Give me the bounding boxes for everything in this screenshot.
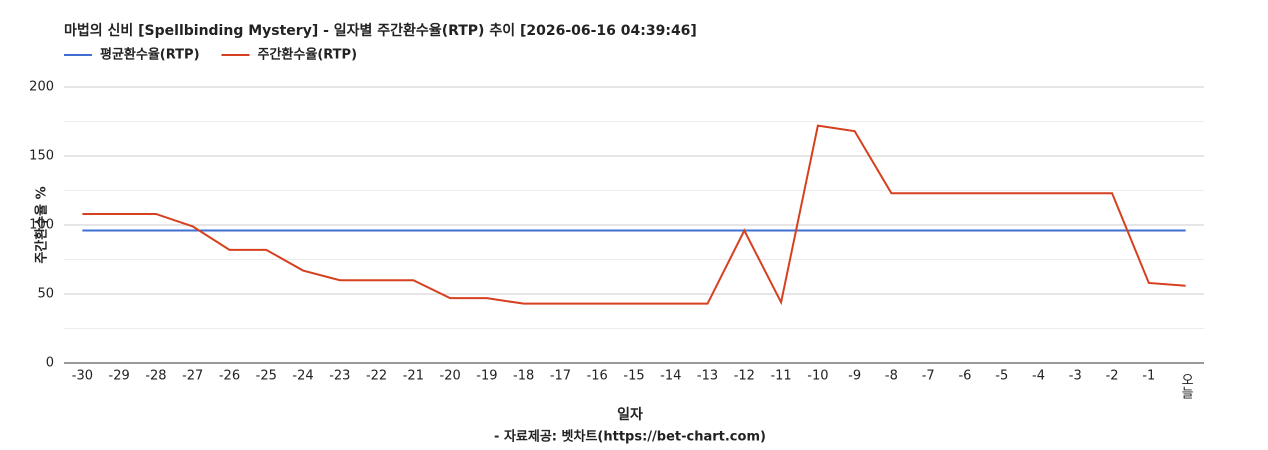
x-tick-label: -11 (770, 369, 791, 384)
y-tick-label: 50 (37, 287, 54, 302)
x-tick-label: -1 (1142, 369, 1155, 384)
x-tick-label: -16 (587, 369, 608, 384)
x-tick-label: -17 (550, 369, 571, 384)
x-tick-label: -8 (885, 369, 898, 384)
x-tick-label: -24 (292, 369, 313, 384)
x-tick-label: -21 (403, 369, 424, 384)
x-tick-label: -20 (440, 369, 461, 384)
y-tick-label: 200 (29, 80, 54, 95)
x-tick-label: -14 (660, 369, 681, 384)
x-tick-label: -22 (366, 369, 387, 384)
x-tick-label: -4 (1032, 369, 1045, 384)
chart-title: 마법의 신비 [Spellbinding Mystery] - 일자별 주간환수… (64, 22, 697, 39)
legend-label: 평균환수율(RTP) (100, 47, 200, 63)
x-tick-label: -10 (807, 369, 828, 384)
x-tick-label: -30 (72, 369, 93, 384)
y-tick-label: 0 (46, 356, 54, 371)
y-tick-label: 100 (29, 218, 54, 233)
x-tick-label: -3 (1069, 369, 1082, 384)
x-tick-label: -29 (109, 369, 130, 384)
x-tick-label: -26 (219, 369, 240, 384)
x-tick-label: -9 (848, 369, 861, 384)
y-axis-label: 주간환수율 % (34, 186, 50, 263)
x-tick-label: -13 (697, 369, 718, 384)
x-tick-label: -25 (256, 369, 277, 384)
x-tick-label: -7 (922, 369, 935, 384)
x-tick-label: 오늘 (1178, 373, 1193, 399)
series-line (82, 124, 1186, 306)
x-tick-label: -5 (995, 369, 1008, 384)
x-tick-label: -12 (734, 369, 755, 384)
x-tick-label: -6 (958, 369, 971, 384)
x-tick-label: -28 (145, 369, 166, 384)
legend-label: 주간환수율(RTP) (258, 47, 358, 63)
x-tick-label: -27 (182, 369, 203, 384)
source-note: - 자료제공: 벳차트(https://bet-chart.com) (494, 429, 766, 445)
y-tick-label: 150 (29, 149, 54, 164)
x-tick-label: -23 (329, 369, 350, 384)
x-tick-label: -15 (623, 369, 644, 384)
x-axis-label: 일자 (617, 407, 643, 423)
x-tick-label: -19 (476, 369, 497, 384)
x-tick-label: -2 (1106, 369, 1119, 384)
x-tick-label: -18 (513, 369, 534, 384)
